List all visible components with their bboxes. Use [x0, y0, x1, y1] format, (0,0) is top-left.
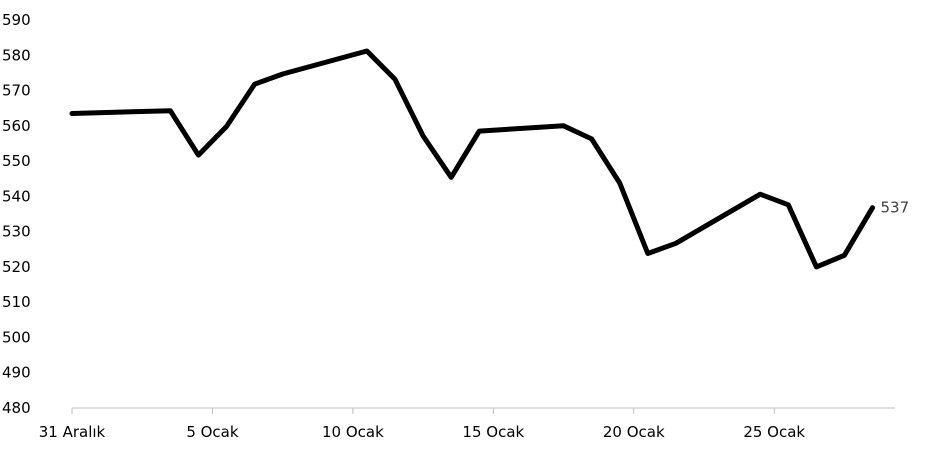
- series-group: [69, 48, 875, 270]
- x-tick-label: 10 Ocak: [322, 423, 384, 441]
- y-tick-label: 550: [2, 152, 31, 170]
- x-tick-label: 25 Ocak: [743, 423, 805, 441]
- y-tick-label: 560: [2, 117, 31, 135]
- data-labels: 537: [881, 199, 910, 217]
- y-tick-label: 540: [2, 187, 31, 205]
- x-tick-label: 15 Ocak: [462, 423, 524, 441]
- x-tick-label: 20 Ocak: [603, 423, 665, 441]
- y-tick-label: 500: [2, 328, 31, 346]
- y-tick-label: 590: [2, 11, 31, 29]
- series-line: [69, 48, 875, 270]
- x-axis: 31 Aralık 5 Ocak 10 Ocak 15 Ocak 20 Ocak 25 O…: [39, 407, 895, 441]
- y-tick-label: 580: [2, 46, 31, 64]
- y-tick-label: 480: [2, 399, 31, 417]
- y-tick-label: 490: [2, 364, 31, 382]
- y-tick-label: 530: [2, 223, 31, 241]
- y-axis-ticks: 480 490 500 510 520 530 540 550 560 570 580 590: [2, 11, 31, 417]
- y-tick-label: 570: [2, 82, 31, 100]
- end-value-label: 537: [881, 199, 910, 217]
- y-tick-label: 520: [2, 258, 31, 276]
- x-tick-label: 31 Aralık: [39, 423, 106, 441]
- x-tick-label: 5 Ocak: [186, 423, 239, 441]
- y-tick-label: 510: [2, 293, 31, 311]
